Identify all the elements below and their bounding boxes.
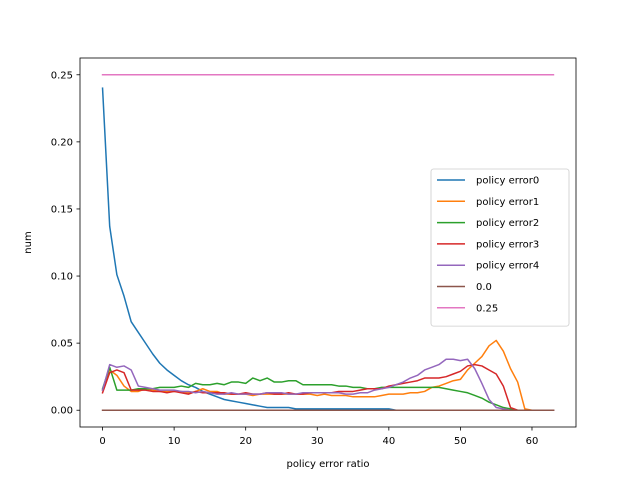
y-tick-label: 0.00	[51, 406, 73, 417]
y-axis-label: num	[23, 231, 34, 253]
x-tick-label: 40	[382, 436, 395, 447]
y-tick-label: 0.15	[51, 204, 73, 215]
y-tick-label: 0.10	[51, 272, 73, 283]
legend-label: policy error1	[476, 197, 539, 208]
x-axis-label: policy error ratio	[286, 459, 369, 470]
series-line-2	[101, 366, 555, 411]
legend-box	[430, 168, 570, 327]
y-tick-label: 0.25	[51, 70, 73, 81]
series-line-4	[101, 358, 555, 411]
ticks-layer: 0 10 20 30 40 50 60 0.00 0.05 0.10 0.15 0.20 0.25	[51, 70, 539, 447]
legend-label: policy error4	[476, 261, 539, 272]
x-tick-label: 10	[168, 436, 181, 447]
series-layer	[101, 74, 555, 411]
x-tick-label: 60	[526, 436, 539, 447]
y-tick-label: 0.05	[51, 339, 73, 350]
plot-frame	[79, 57, 577, 428]
legend-label: policy error3	[476, 239, 539, 250]
y-tick-label: 0.20	[51, 137, 73, 148]
legend-label: 0.0	[476, 282, 492, 293]
legend: policy error0 policy error1 policy error2 p…	[430, 168, 570, 327]
legend-label: 0.25	[476, 303, 498, 314]
x-tick-label: 20	[239, 436, 252, 447]
x-tick-label: 50	[454, 436, 467, 447]
x-tick-label: 30	[311, 436, 324, 447]
legend-label: policy error2	[476, 218, 539, 229]
x-tick-label: 0	[99, 436, 105, 447]
legend-label: policy error0	[476, 176, 539, 187]
